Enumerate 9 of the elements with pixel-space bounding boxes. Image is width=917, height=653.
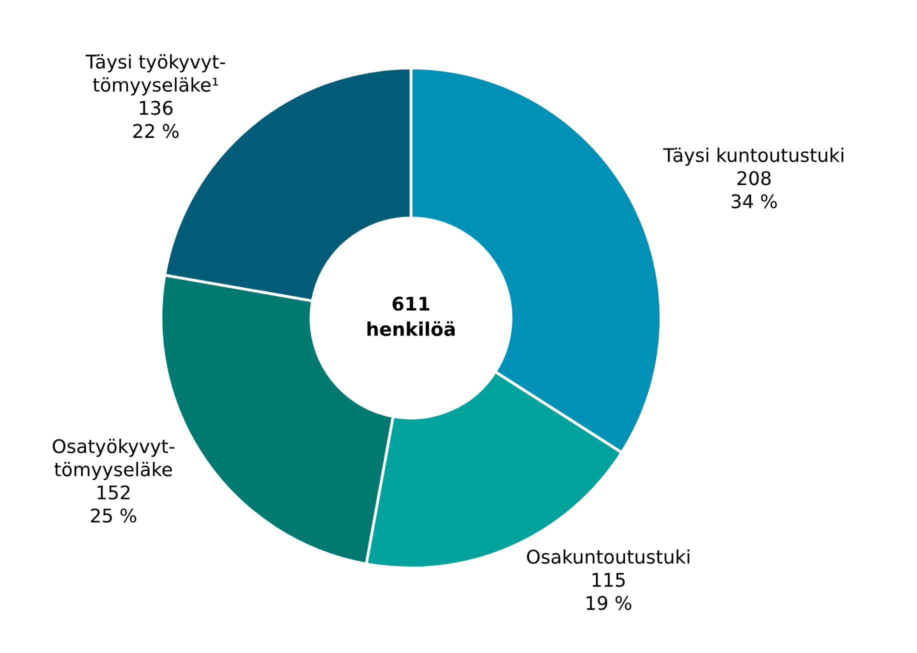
slice-label: Täysi työkyvyt- tömyyseläke¹ [86,54,226,96]
slice-label: Täysi kuntoutustuki [663,148,844,166]
text: 611 henkilöä [367,296,455,336]
data-label: 136 22 % [133,100,179,138]
slice-label: Osakuntoutustuki [527,549,690,564]
data-label: 152 25 % [91,485,136,523]
slice-label: Osatyökyvyt- tömyyseläke [52,438,174,480]
data-label: 208 34 % [732,171,777,208]
data-label: 115 19 % [586,573,632,610]
